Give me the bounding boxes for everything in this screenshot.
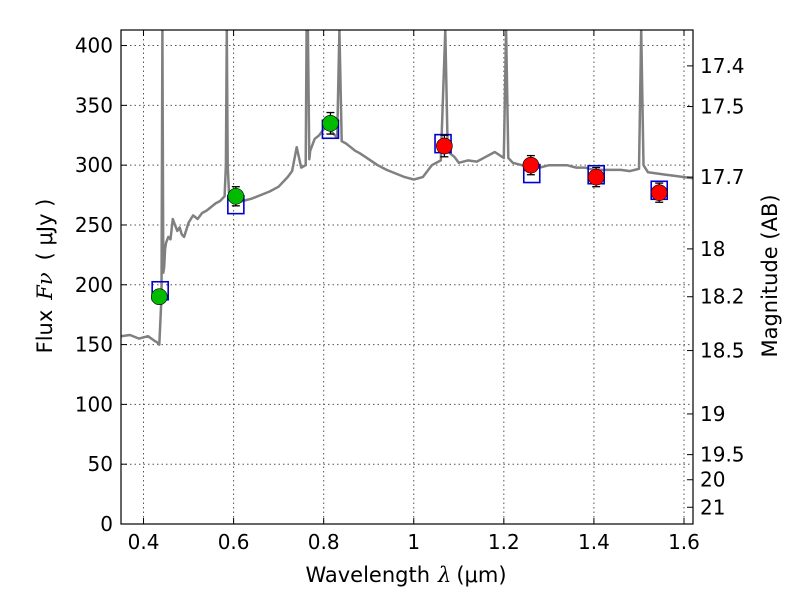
y-tick-label: 0 <box>100 512 113 536</box>
y2-tick-label: 19 <box>700 402 725 426</box>
x-axis-label-symbol: λ <box>437 563 451 587</box>
y-tick-label: 300 <box>75 153 113 177</box>
x-axis: 0.4 0.6 0.8 1 1.2 1.4 1.6 <box>128 30 700 554</box>
y2-tick-label: 18.5 <box>700 339 745 363</box>
x-tick-label: 0.4 <box>128 530 160 554</box>
y-axis-label-text: Flux <box>33 310 57 354</box>
x-tick-label: 1 <box>407 530 420 554</box>
y-tick-label: 350 <box>75 93 113 117</box>
observed-photometry-point <box>650 184 668 201</box>
y2-tick-label: 21 <box>700 495 725 519</box>
x-tick-label: 1.4 <box>578 530 610 554</box>
y-axis: 0 50 100 150 200 250 300 350 400 <box>75 34 127 536</box>
y-tick-label: 400 <box>75 34 113 58</box>
y2-tick-label: 18 <box>700 237 725 261</box>
y2-tick-label: 17.4 <box>700 54 745 78</box>
y2-axis-label: Magnitude (AB) <box>758 194 782 357</box>
x-axis-label-text: Wavelength <box>305 563 430 587</box>
y-tick-label: 100 <box>75 392 113 416</box>
y-tick-label: 250 <box>75 213 113 237</box>
y-axis-label-symbol: Fν <box>33 272 57 301</box>
x-tick-label: 0.8 <box>308 530 340 554</box>
observed-photometry-point <box>587 168 605 186</box>
x-axis-label: Wavelength λ (μm) <box>305 563 506 587</box>
plot-frame <box>120 29 694 525</box>
observed-photometry-point <box>436 137 453 155</box>
y2-tick-label: 20 <box>700 468 725 492</box>
y2-tick-label: 19.5 <box>700 443 745 467</box>
observed-photometry-point <box>227 187 245 205</box>
observed-photometry-point <box>322 114 339 132</box>
y-axis-label-unit: ( μJy ) <box>33 199 57 261</box>
x-tick-label: 1.6 <box>668 530 700 554</box>
y-axis-label: Flux Fν ( μJy ) <box>33 199 57 354</box>
y-tick-label: 200 <box>75 273 113 297</box>
y2-tick-label: 17.5 <box>700 95 745 119</box>
observed-photometry-point <box>522 156 540 174</box>
y-tick-label: 150 <box>75 333 113 357</box>
observed-photometry-point <box>150 288 168 306</box>
plot-content <box>121 30 693 346</box>
x-tick-label: 0.6 <box>218 530 250 554</box>
grid-lines <box>121 30 693 525</box>
x-tick-label: 1.2 <box>488 530 520 554</box>
x-axis-label-unit: (μm) <box>456 563 506 587</box>
spectrum-line <box>121 30 693 346</box>
plot-area <box>121 30 693 346</box>
y2-tick-label: 18.2 <box>700 285 745 309</box>
right-magnitude-axis: 17.4 17.5 17.7 18 18.2 18.5 19 19.520 21 <box>687 54 745 519</box>
y-tick-label: 50 <box>88 452 113 476</box>
y2-tick-label: 17.7 <box>700 165 745 189</box>
